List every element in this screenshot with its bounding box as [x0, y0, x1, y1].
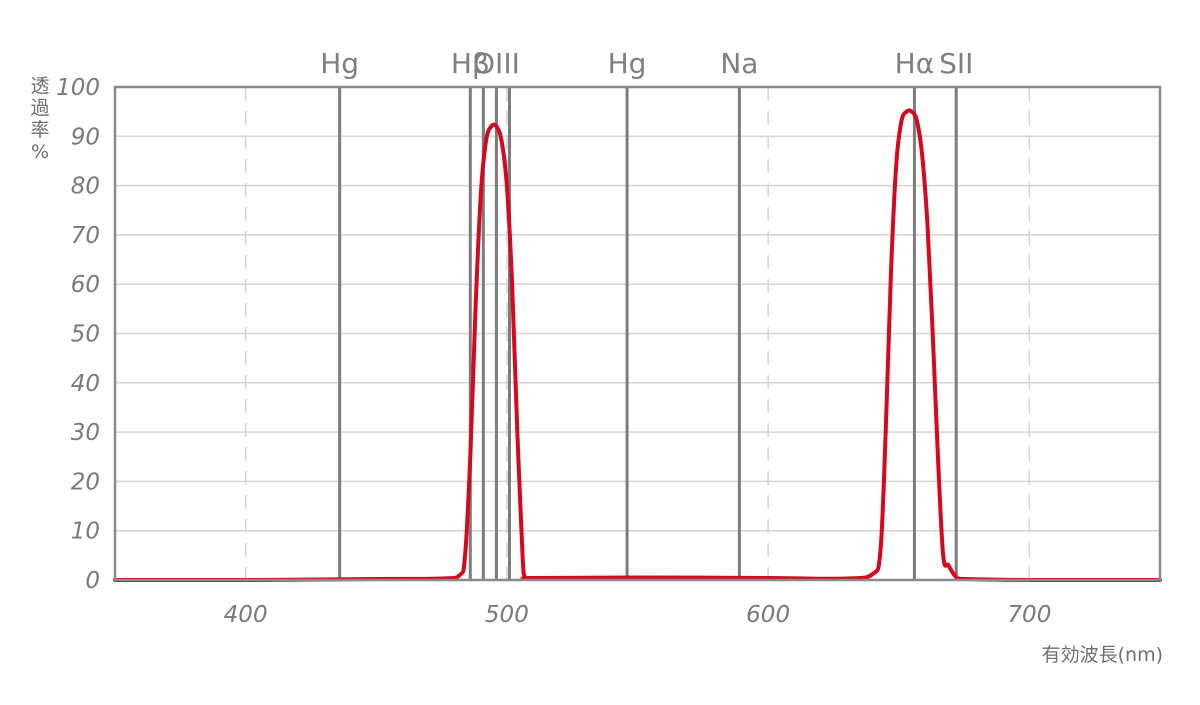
y-tick-label: 90 [71, 124, 100, 150]
y-axis-label: 透過率% [30, 75, 49, 163]
emission-line-label: Hg [608, 47, 647, 80]
y-tick-label: 20 [71, 469, 100, 495]
plot-frame [113, 85, 1162, 582]
x-tick-label: 400 [224, 602, 268, 628]
emission-lines-layer [338, 87, 958, 580]
x-axis-label: 有効波長(nm) [1042, 644, 1163, 666]
emission-line-label: Hβ [451, 47, 490, 80]
x-tick-label: 600 [746, 602, 790, 628]
emission-line-label: Na [720, 47, 758, 80]
y-tick-label: 10 [71, 519, 100, 545]
x-tick-label: 500 [485, 602, 529, 628]
y-tick-label: 80 [71, 174, 100, 200]
transmission-curve [113, 108, 1162, 583]
y-tick-label: 0 [85, 568, 100, 594]
emission-line-label: OIII [473, 47, 520, 80]
y-tick-label: 50 [71, 322, 100, 348]
y-tick-label: 70 [71, 223, 100, 249]
grid-layer [115, 87, 1160, 580]
y-tick-label: 100 [56, 75, 100, 101]
emission-line-label: SII [939, 47, 973, 80]
y-tick-label: 40 [71, 371, 100, 397]
curve-layer [113, 108, 1162, 583]
emission-line-label: Hα [895, 47, 935, 80]
y-tick-label: 30 [71, 420, 100, 446]
emission-line-label: Hg [320, 47, 359, 80]
y-tick-label: 60 [71, 272, 100, 298]
x-tick-label: 700 [1007, 602, 1051, 628]
